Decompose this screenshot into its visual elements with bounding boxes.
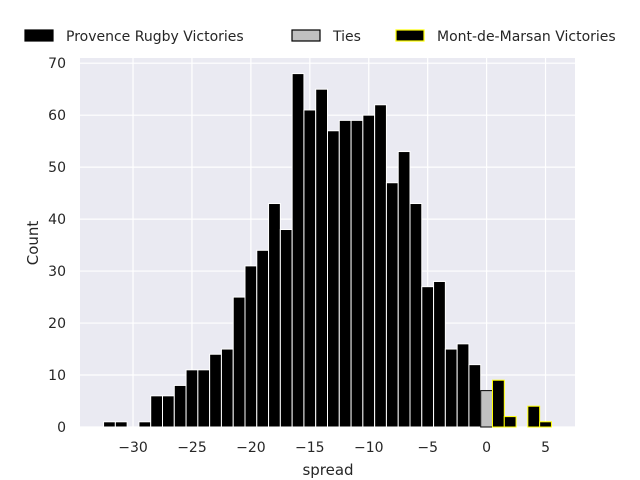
bar-series0-8	[209, 353, 222, 428]
bar-series0-10	[232, 296, 246, 428]
bar-series0-7	[197, 369, 211, 428]
y-tick-label: 60	[48, 108, 66, 124]
legend-swatch-2	[395, 29, 425, 42]
bar-series0-13	[268, 203, 281, 428]
y-axis-label: Count	[24, 221, 42, 266]
bar-series0-28	[444, 348, 458, 428]
bar-series0-4	[162, 395, 175, 428]
x-tick-label: −20	[236, 440, 266, 456]
bar-series0-2	[138, 421, 152, 428]
bar-series0-25	[409, 203, 423, 428]
bar-series0-29	[456, 343, 470, 428]
bar-series0-9	[220, 348, 234, 428]
bar-series0-16	[303, 109, 317, 428]
bar-series1-0	[480, 390, 494, 428]
bar-series0-22	[374, 104, 387, 428]
y-tick-label: 70	[48, 56, 66, 72]
y-tick-label: 40	[48, 212, 66, 228]
bar-series0-26	[421, 286, 435, 428]
bar-series0-21	[362, 114, 376, 428]
y-tick-label: 20	[48, 316, 66, 332]
bar-series0-5	[173, 384, 187, 428]
legend-label-0: Provence Rugby Victories	[66, 29, 244, 45]
legend-swatch-1	[291, 29, 321, 42]
bar-series0-24	[397, 151, 411, 428]
bar-series0-27	[433, 280, 446, 428]
bar-series0-30	[468, 364, 482, 428]
legend-label-2: Mont-de-Marsan Victories	[437, 29, 616, 45]
legend: Provence Rugby Victories Ties Mont-de-Mars…	[24, 29, 616, 45]
x-tick-label: −30	[118, 440, 148, 456]
bar-series0-3	[150, 395, 163, 428]
x-tick-label: −15	[295, 440, 325, 456]
y-tick-label: 10	[48, 368, 66, 384]
x-tick-label: −5	[417, 440, 438, 456]
y-axis-ticks: 0 10 20 30 40 50 60 70	[48, 56, 66, 436]
bar-series0-12	[256, 249, 270, 428]
y-tick-label: 50	[48, 160, 66, 176]
bar-series0-18	[327, 130, 340, 428]
bar-series0-1	[114, 421, 128, 428]
x-axis-label: spread	[302, 461, 353, 479]
x-tick-label: 0	[482, 440, 491, 456]
x-tick-label: −25	[177, 440, 207, 456]
bar-series0-15	[291, 73, 305, 428]
bar-series2-3	[539, 421, 552, 428]
y-tick-label: 0	[57, 420, 66, 436]
x-tick-label: 5	[541, 440, 550, 456]
bar-series0-17	[315, 88, 329, 428]
bar-series0-23	[385, 182, 399, 428]
bar-series0-11	[244, 265, 258, 428]
bar-series0-14	[279, 229, 293, 428]
bar-series0-6	[185, 369, 199, 428]
bar-series2-1	[503, 416, 517, 428]
y-tick-label: 30	[48, 264, 66, 280]
bar-series0-20	[350, 119, 364, 428]
x-tick-label: −10	[354, 440, 384, 456]
bar-series0-0	[103, 421, 116, 428]
legend-label-1: Ties	[332, 29, 361, 45]
bar-series2-0	[492, 379, 505, 428]
bars	[103, 73, 552, 428]
legend-swatch-0	[24, 29, 54, 42]
bar-series0-19	[338, 119, 352, 428]
x-axis-ticks: −30 −25 −20 −15 −10 −5 0 5	[118, 440, 550, 456]
bar-series2-2	[527, 405, 541, 428]
